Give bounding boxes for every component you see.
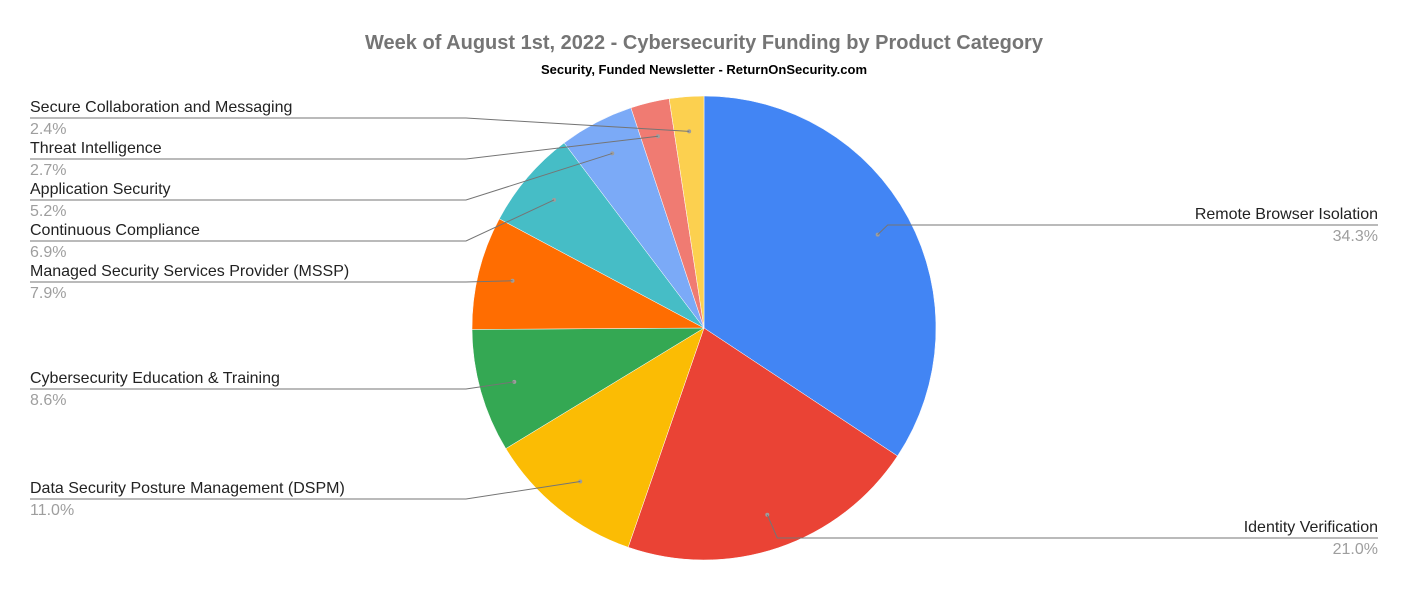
pie-slice (505, 327, 705, 548)
slice-percentage-label: 2.7% (30, 162, 66, 179)
slice-percentage-label: 2.4% (30, 121, 66, 138)
slice-percentage-label: 34.3% (1333, 228, 1378, 245)
leader-line (766, 514, 1378, 539)
slice-percentage-label: 5.2% (30, 203, 66, 220)
chart-subtitle: Security, Funded Newsletter - ReturnOnSe… (541, 62, 867, 77)
slice-label: Secure Collaboration and Messaging (30, 99, 292, 116)
leader-line (30, 135, 659, 160)
pie-slice (668, 95, 705, 329)
slice-label: Managed Security Services Provider (MSSP… (30, 263, 349, 280)
slice-label: Data Security Posture Management (DSPM) (30, 480, 345, 497)
slice-label: Threat Intelligence (30, 140, 162, 157)
slice-labels: Remote Browser Isolation 34.3% Identity Ve… (30, 99, 1378, 558)
slice-percentage-label: 6.9% (30, 244, 66, 261)
leader-line (30, 152, 613, 201)
slice-percentage-label: 21.0% (1333, 541, 1378, 558)
slice-label: Application Security (30, 181, 171, 198)
pie-slice (627, 327, 898, 561)
leader-line (30, 381, 515, 390)
leader-line (30, 280, 513, 283)
leader-lines (30, 117, 1378, 539)
leader-line (30, 117, 690, 132)
slice-label: Cybersecurity Education & Training (30, 370, 280, 387)
slice-label: Continuous Compliance (30, 222, 200, 239)
slice-label: Remote Browser Isolation (1195, 206, 1378, 223)
slice-percentage-label: 8.6% (30, 392, 66, 409)
pie-slice (471, 218, 705, 330)
chart-title: Week of August 1st, 2022 - Cybersecurity… (365, 32, 1044, 54)
leader-line (30, 481, 581, 500)
pie-slice (703, 95, 937, 457)
pie-slices (471, 95, 937, 561)
leader-line (877, 224, 1378, 235)
slice-percentage-label: 11.0% (30, 502, 74, 519)
leader-line (30, 199, 555, 242)
slice-label: Identity Verification (1244, 519, 1378, 536)
pie-slice (471, 327, 705, 449)
slice-percentage-label: 7.9% (30, 285, 66, 302)
